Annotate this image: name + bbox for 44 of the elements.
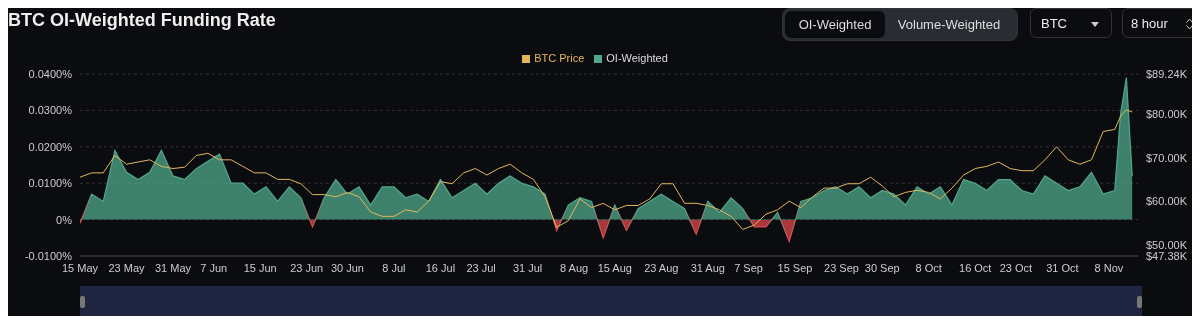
text: BTC xyxy=(1030,8,1112,38)
x-tick-label: 15 Jun xyxy=(243,261,277,274)
x-tick-label: 23 Jul xyxy=(466,261,496,274)
x-tick-label: 7 Jun xyxy=(200,261,228,274)
y-tick-label: 0% xyxy=(56,213,73,226)
x-tick-label: 15 May xyxy=(61,261,99,274)
x-tick-label: 7 Sep xyxy=(734,261,763,274)
x-tick-label: 8 Nov xyxy=(1094,261,1124,274)
y2-tick-label: $70.00K xyxy=(1146,151,1188,164)
y2-tick-label: $50.00K xyxy=(1146,238,1188,251)
text: 8 hour xyxy=(1130,14,1169,33)
x-tick-label: 23 Aug xyxy=(644,261,679,274)
x-tick-label: 23 May xyxy=(108,261,146,274)
y2-tick-label: $60.00K xyxy=(1146,195,1188,208)
y2-tick-label: $80.00K xyxy=(1146,108,1188,121)
legend-label: OI-Weighted xyxy=(606,52,668,64)
x-tick-label: 23 Sep xyxy=(824,261,859,274)
y-tick-label: 0.0400% xyxy=(28,67,73,80)
chart-title: BTC OI-Weighted Funding Rate xyxy=(8,10,276,31)
x-tick-label: 8 Aug xyxy=(560,261,589,274)
x-tick-label: 15 Sep xyxy=(777,261,813,274)
x-tick-label: 8 Jul xyxy=(382,261,406,274)
x-tick-label: 23 Jun xyxy=(290,261,324,274)
x-tick-label: 15 Aug xyxy=(597,261,632,274)
x-tick-label: 30 Sep xyxy=(864,261,900,274)
x-tick-label: 16 Oct xyxy=(959,261,992,274)
y-tick-label: -0.0100% xyxy=(24,249,73,262)
line-series xyxy=(80,109,1133,230)
x-tick-label: 31 Jul xyxy=(512,261,543,274)
x-tick-label: 31 Aug xyxy=(690,261,725,274)
y-tick-label: 0.0300% xyxy=(28,104,73,117)
text: Volume-Weighted xyxy=(896,16,1002,34)
y2-tick-label: $47.38K xyxy=(1146,249,1188,262)
legend-label: BTC Price xyxy=(534,52,585,64)
y-tick-label: 0.0100% xyxy=(28,177,73,190)
x-tick-label: 23 Oct xyxy=(999,261,1033,274)
x-tick-label: 31 May xyxy=(154,261,192,274)
y2-tick-label: $89.24K xyxy=(1146,67,1188,80)
y-tick-label: 0.0200% xyxy=(28,140,73,153)
x-tick-label: 8 Oct xyxy=(915,261,942,274)
x-tick-label: 31 Oct xyxy=(1046,261,1079,274)
x-tick-label: 30 Jun xyxy=(330,261,364,274)
text: OI-Weighted xyxy=(785,11,885,38)
x-tick-label: 16 Jul xyxy=(425,261,456,274)
